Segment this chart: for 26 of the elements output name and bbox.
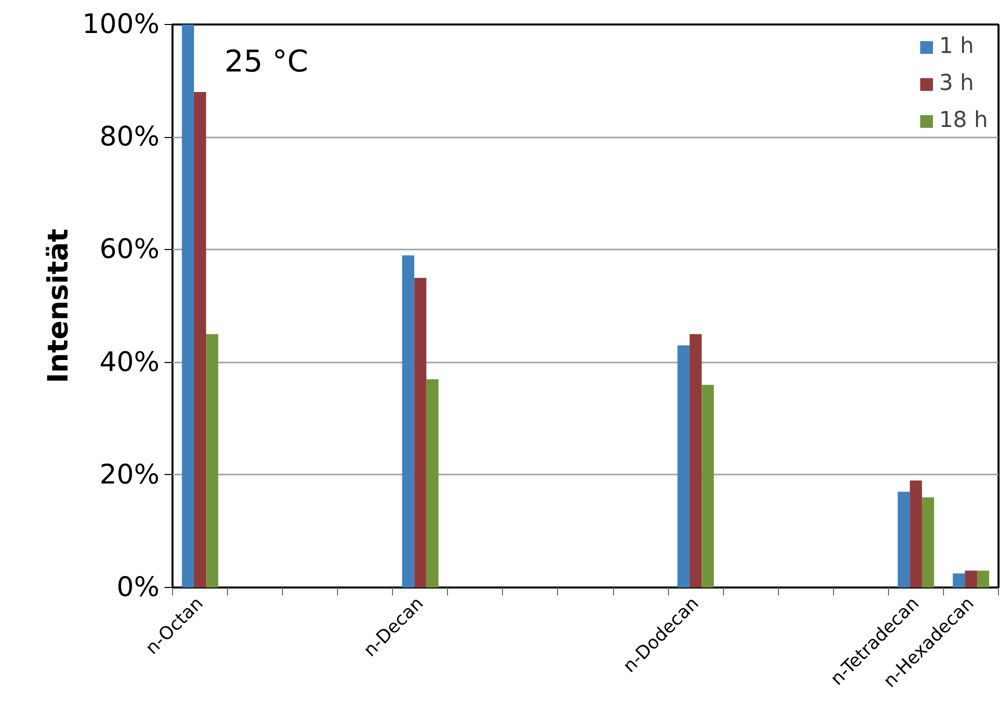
- bar: [702, 384, 714, 588]
- bar: [426, 379, 438, 588]
- bar: [898, 492, 910, 588]
- bar: [182, 24, 194, 588]
- bar: [690, 334, 702, 588]
- legend-label: 3 h: [939, 71, 974, 96]
- legend-label: 18 h: [939, 108, 988, 133]
- bar: [206, 334, 218, 588]
- y-tick-label: 20%: [99, 459, 160, 490]
- bar: [677, 345, 690, 588]
- y-tick-label: 0%: [116, 572, 160, 603]
- y-tick-label: 60%: [99, 234, 160, 266]
- y-axis-title: Intensität: [41, 228, 74, 384]
- y-tick-label: 80%: [99, 122, 160, 153]
- y-tick-label: 100%: [82, 9, 160, 40]
- bar: [402, 255, 414, 588]
- bar: [977, 570, 990, 588]
- bar: [964, 570, 978, 588]
- bar: [952, 573, 965, 588]
- bar: [414, 278, 426, 588]
- legend-label: 1 h: [939, 34, 974, 59]
- bar: [910, 480, 922, 588]
- annotation: 25 °C: [224, 44, 308, 80]
- bar: [194, 92, 206, 588]
- y-tick-label: 40%: [99, 346, 160, 378]
- bar: [922, 497, 934, 588]
